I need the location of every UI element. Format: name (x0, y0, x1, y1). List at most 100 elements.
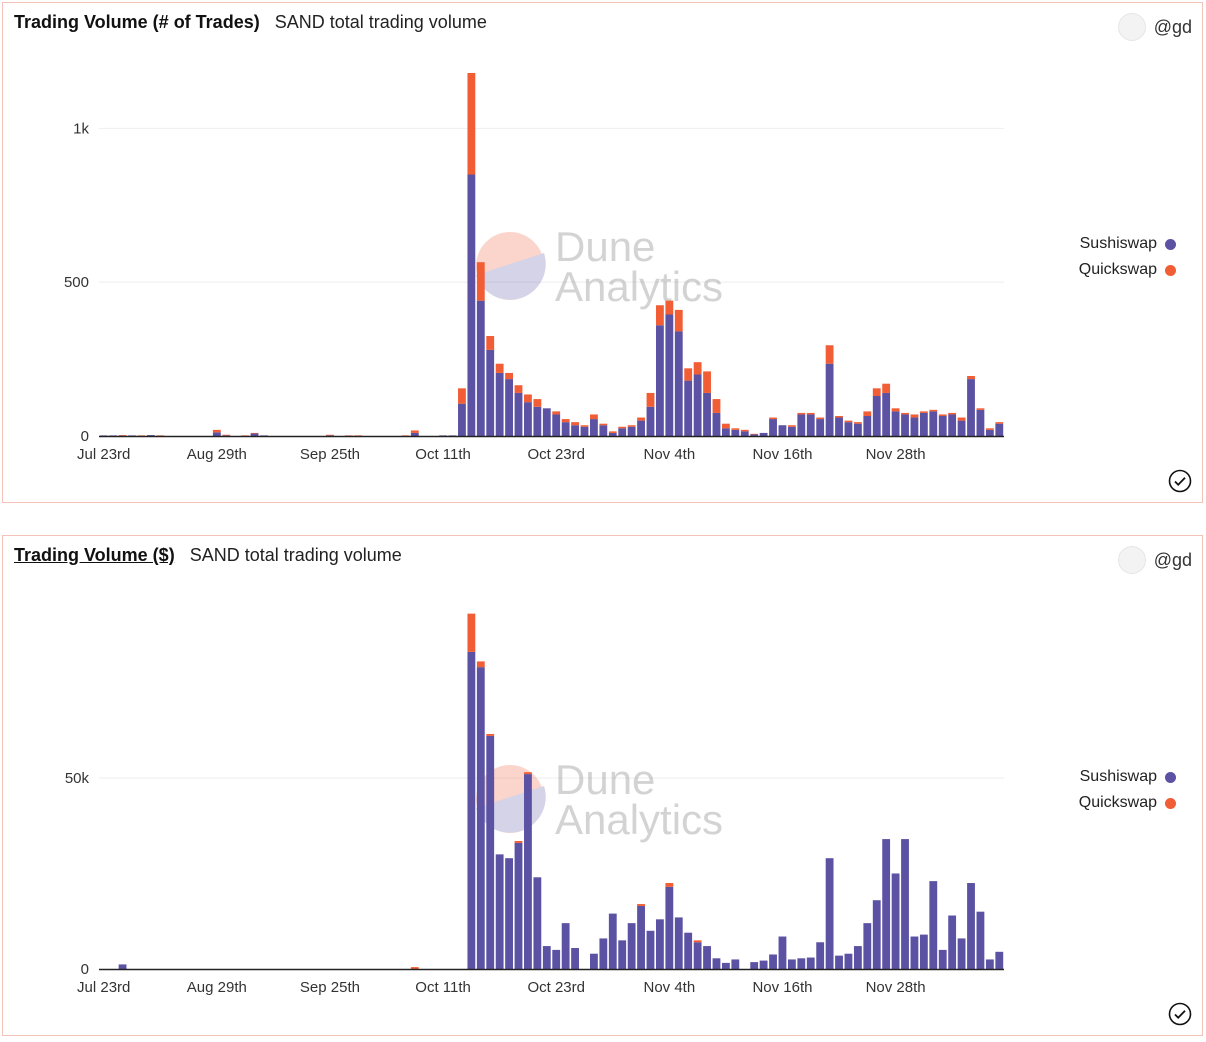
bar-quickswap[interactable] (882, 383, 891, 393)
bar-sushiswap[interactable] (146, 435, 155, 436)
bar-sushiswap[interactable] (326, 435, 334, 436)
bar-sushiswap[interactable] (655, 919, 664, 969)
bar-sushiswap[interactable] (750, 434, 759, 436)
bar-quickswap[interactable] (976, 408, 985, 410)
bar-quickswap[interactable] (740, 429, 749, 432)
bar-quickswap[interactable] (410, 430, 419, 433)
bar-quickswap[interactable] (637, 904, 645, 906)
bar-quickswap[interactable] (514, 385, 523, 393)
bar-sushiswap[interactable] (863, 923, 872, 969)
bar-quickswap[interactable] (674, 309, 683, 332)
bar-sushiswap[interactable] (590, 419, 598, 436)
bar-sushiswap[interactable] (967, 883, 975, 969)
bar-sushiswap[interactable] (976, 409, 985, 436)
bar-sushiswap[interactable] (740, 431, 749, 436)
bar-sushiswap[interactable] (872, 900, 881, 969)
bar-sushiswap[interactable] (580, 426, 589, 436)
bar-sushiswap[interactable] (948, 915, 957, 969)
bar-quickswap[interactable] (731, 428, 740, 430)
bar-sushiswap[interactable] (787, 959, 796, 969)
bar-sushiswap[interactable] (505, 379, 513, 436)
bar-quickswap[interactable] (948, 412, 957, 415)
bar-quickswap[interactable] (476, 262, 485, 301)
bar-sushiswap[interactable] (571, 947, 579, 969)
bar-quickswap[interactable] (712, 399, 721, 413)
bar-quickswap[interactable] (571, 422, 579, 426)
bar-quickswap[interactable] (533, 399, 542, 407)
bar-sushiswap[interactable] (844, 953, 853, 969)
bar-quickswap[interactable] (505, 372, 513, 380)
bar-sushiswap[interactable] (806, 414, 815, 436)
bar-quickswap[interactable] (910, 414, 919, 418)
bar-sushiswap[interactable] (882, 839, 891, 969)
bar-quickswap[interactable] (401, 435, 410, 436)
bar-sushiswap[interactable] (882, 392, 891, 436)
bar-sushiswap[interactable] (637, 905, 645, 969)
bar-quickswap[interactable] (514, 840, 523, 843)
bar-sushiswap[interactable] (599, 938, 608, 969)
bar-quickswap[interactable] (486, 734, 495, 736)
bar-quickswap[interactable] (938, 414, 947, 417)
bar-sushiswap[interactable] (222, 435, 231, 436)
bar-quickswap[interactable] (410, 967, 419, 969)
bar-sushiswap[interactable] (778, 936, 787, 969)
bar-sushiswap[interactable] (985, 429, 994, 436)
bar-sushiswap[interactable] (476, 667, 485, 969)
bar-sushiswap[interactable] (486, 349, 495, 436)
bar-sushiswap[interactable] (495, 854, 504, 969)
bar-sushiswap[interactable] (910, 417, 919, 436)
bar-sushiswap[interactable] (995, 423, 1004, 436)
bar-quickswap[interactable] (250, 432, 259, 434)
bar-quickswap[interactable] (901, 412, 909, 415)
bar-quickswap[interactable] (957, 417, 966, 421)
legend-item-sushiswap[interactable]: Sushiswap (1079, 231, 1176, 257)
bar-quickswap[interactable] (646, 392, 655, 407)
bar-sushiswap[interactable] (618, 940, 627, 969)
chart-title-link[interactable]: Trading Volume ($) (14, 545, 175, 565)
bar-sushiswap[interactable] (967, 379, 975, 436)
bar-quickswap[interactable] (693, 940, 702, 943)
bar-quickswap[interactable] (863, 411, 872, 417)
bar-quickswap[interactable] (486, 336, 495, 350)
bar-sushiswap[interactable] (797, 414, 806, 436)
bar-sushiswap[interactable] (750, 962, 759, 969)
bar-quickswap[interactable] (665, 300, 674, 315)
bar-sushiswap[interactable] (825, 858, 834, 969)
bar-sushiswap[interactable] (674, 917, 683, 969)
bar-sushiswap[interactable] (684, 380, 693, 436)
bar-quickswap[interactable] (344, 435, 353, 436)
author-tag[interactable]: @gd (1117, 13, 1192, 41)
bar-sushiswap[interactable] (891, 411, 900, 436)
bar-sushiswap[interactable] (458, 403, 466, 436)
bar-sushiswap[interactable] (533, 406, 542, 436)
bar-quickswap[interactable] (750, 433, 759, 435)
legend-item-quickswap[interactable]: Quickswap (1079, 257, 1176, 283)
bar-sushiswap[interactable] (467, 174, 476, 436)
bar-sushiswap[interactable] (938, 949, 947, 969)
bar-quickswap[interactable] (590, 414, 598, 420)
bar-sushiswap[interactable] (608, 432, 617, 436)
bar-quickswap[interactable] (872, 388, 881, 397)
bar-quickswap[interactable] (137, 435, 146, 436)
bar-quickswap[interactable] (156, 435, 165, 436)
bar-quickswap[interactable] (769, 417, 777, 420)
bar-quickswap[interactable] (467, 73, 476, 175)
bar-sushiswap[interactable] (721, 962, 730, 969)
bar-sushiswap[interactable] (957, 938, 966, 969)
bar-sushiswap[interactable] (797, 958, 806, 969)
bar-sushiswap[interactable] (835, 955, 843, 969)
author-tag[interactable]: @gd (1117, 546, 1192, 574)
bar-sushiswap[interactable] (703, 392, 711, 436)
bar-quickswap[interactable] (580, 425, 589, 427)
bar-sushiswap[interactable] (853, 423, 862, 436)
bar-sushiswap[interactable] (627, 923, 636, 969)
bar-quickswap[interactable] (721, 423, 730, 429)
legend-item-sushiswap[interactable]: Sushiswap (1079, 764, 1176, 790)
bar-sushiswap[interactable] (439, 435, 448, 436)
bar-sushiswap[interactable] (637, 420, 645, 436)
bar-sushiswap[interactable] (514, 392, 523, 436)
bar-sushiswap[interactable] (260, 435, 268, 436)
bar-quickswap[interactable] (891, 408, 900, 412)
bar-quickswap[interactable] (665, 883, 674, 887)
bar-sushiswap[interactable] (212, 432, 221, 436)
